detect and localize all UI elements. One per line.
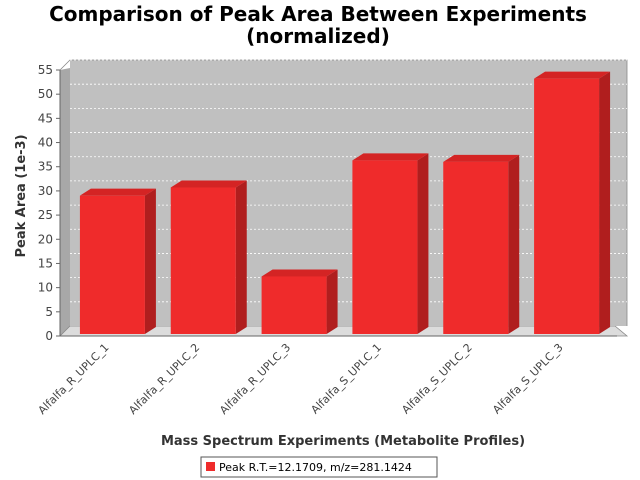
x-tick-label: Alfalfa_S_UPLC_2 xyxy=(399,341,475,417)
x-tick-label: Alfalfa_R_UPLC_3 xyxy=(217,341,293,417)
x-axis-title: Mass Spectrum Experiments (Metabolite Pr… xyxy=(161,434,525,449)
legend: Peak R.T.=12.1709, m/z=281.1424 xyxy=(200,456,438,478)
x-tick-label: Alfalfa_S_UPLC_3 xyxy=(490,341,566,417)
x-tick-label: Alfalfa_S_UPLC_1 xyxy=(308,341,384,417)
bars xyxy=(79,71,611,334)
bar xyxy=(352,153,429,334)
legend-box xyxy=(200,456,438,478)
y-axis-title: Peak Area (1e-3) xyxy=(14,134,29,257)
bar xyxy=(443,154,520,334)
legend-label: Peak R.T.=12.1709, m/z=281.1424 xyxy=(219,461,412,474)
y-tick-label: 20 xyxy=(38,232,53,246)
y-tick-label: 50 xyxy=(38,87,53,101)
legend-swatch xyxy=(206,462,215,471)
y-axis: 0 5 10 15 20 25 30 35 40 45 50 55 xyxy=(38,63,61,343)
y-tick-label: 35 xyxy=(38,160,53,174)
y-tick-label: 30 xyxy=(38,184,53,198)
bar xyxy=(170,180,247,334)
y-tick-label: 15 xyxy=(38,256,53,270)
bar xyxy=(534,71,611,334)
y-tick-label: 10 xyxy=(38,281,53,295)
y-tick-label: 25 xyxy=(38,208,53,222)
y-tick-label: 45 xyxy=(38,111,53,125)
y-tick-label: 0 xyxy=(45,329,53,343)
chart-title-line2: (normalized) xyxy=(246,24,390,48)
y-tick-label: 5 xyxy=(45,305,53,319)
y-tick-label: 55 xyxy=(38,63,53,77)
x-tick-label: Alfalfa_R_UPLC_2 xyxy=(126,341,202,417)
bar xyxy=(261,269,338,334)
x-tick-label: Alfalfa_R_UPLC_1 xyxy=(36,341,112,417)
x-axis: Alfalfa_R_UPLC_1 Alfalfa_R_UPLC_2 Alfalfa_… xyxy=(36,335,617,417)
y-tick-label: 40 xyxy=(38,136,53,150)
chart-title-line1: Comparison of Peak Area Between Experime… xyxy=(49,2,587,26)
bar xyxy=(79,188,156,334)
